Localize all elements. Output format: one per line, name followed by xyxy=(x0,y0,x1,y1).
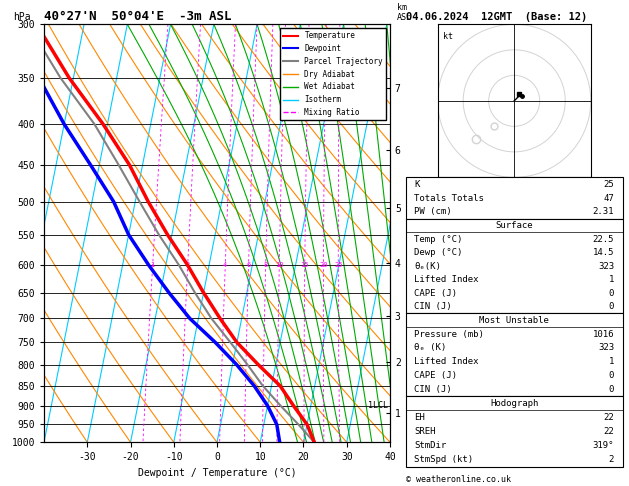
Text: 14.5: 14.5 xyxy=(593,248,614,257)
Legend: Temperature, Dewpoint, Parcel Trajectory, Dry Adiabat, Wet Adiabat, Isotherm, Mi: Temperature, Dewpoint, Parcel Trajectory… xyxy=(280,28,386,120)
Text: 0: 0 xyxy=(609,289,614,297)
Text: 40°27'N  50°04'E  -3m ASL: 40°27'N 50°04'E -3m ASL xyxy=(44,10,231,23)
Text: 25: 25 xyxy=(334,262,343,268)
Text: Pressure (mb): Pressure (mb) xyxy=(415,330,484,339)
Text: 8: 8 xyxy=(264,262,268,268)
Text: EH: EH xyxy=(415,413,425,422)
Text: θₑ (K): θₑ (K) xyxy=(415,344,447,352)
Text: CIN (J): CIN (J) xyxy=(415,385,452,394)
Text: CAPE (J): CAPE (J) xyxy=(415,289,457,297)
Text: 319°: 319° xyxy=(593,441,614,450)
Text: 323: 323 xyxy=(598,261,614,271)
Text: Totals Totals: Totals Totals xyxy=(415,193,484,203)
X-axis label: Dewpoint / Temperature (°C): Dewpoint / Temperature (°C) xyxy=(138,468,296,478)
Text: 4: 4 xyxy=(223,262,228,268)
Text: Surface: Surface xyxy=(496,221,533,230)
Text: Mixing Ratio (g/kg): Mixing Ratio (g/kg) xyxy=(418,186,426,281)
Text: 1: 1 xyxy=(150,262,155,268)
Text: StmDir: StmDir xyxy=(415,441,447,450)
Text: 20: 20 xyxy=(319,262,328,268)
Text: 0: 0 xyxy=(609,385,614,394)
Text: 0: 0 xyxy=(609,302,614,311)
Text: θₑ(K): θₑ(K) xyxy=(415,261,442,271)
Text: kt: kt xyxy=(443,32,453,41)
Text: 2: 2 xyxy=(186,262,190,268)
Text: 25: 25 xyxy=(603,180,614,189)
Text: 10: 10 xyxy=(275,262,284,268)
Text: Temp (°C): Temp (°C) xyxy=(415,235,463,243)
Text: SREH: SREH xyxy=(415,427,436,436)
Text: 1: 1 xyxy=(609,275,614,284)
Text: Most Unstable: Most Unstable xyxy=(479,316,549,325)
Text: Lifted Index: Lifted Index xyxy=(415,357,479,366)
Text: 1LCL: 1LCL xyxy=(368,401,388,410)
Text: K: K xyxy=(415,180,420,189)
Text: 22.5: 22.5 xyxy=(593,235,614,243)
Text: 22: 22 xyxy=(603,413,614,422)
Text: StmSpd (kt): StmSpd (kt) xyxy=(415,455,474,464)
Text: Hodograph: Hodograph xyxy=(490,399,538,408)
Text: hPa: hPa xyxy=(13,12,31,22)
Text: CIN (J): CIN (J) xyxy=(415,302,452,311)
Text: 2.31: 2.31 xyxy=(593,208,614,216)
Text: 1: 1 xyxy=(609,357,614,366)
Text: 15: 15 xyxy=(301,262,309,268)
Text: 323: 323 xyxy=(598,344,614,352)
Text: 6: 6 xyxy=(247,262,251,268)
Text: 0: 0 xyxy=(609,371,614,380)
Text: Dewp (°C): Dewp (°C) xyxy=(415,248,463,257)
Text: CAPE (J): CAPE (J) xyxy=(415,371,457,380)
Text: 47: 47 xyxy=(603,193,614,203)
Text: PW (cm): PW (cm) xyxy=(415,208,452,216)
Text: Lifted Index: Lifted Index xyxy=(415,275,479,284)
Text: 2: 2 xyxy=(609,455,614,464)
Text: 22: 22 xyxy=(603,427,614,436)
Text: km
ASL: km ASL xyxy=(397,3,412,22)
Text: © weatheronline.co.uk: © weatheronline.co.uk xyxy=(406,474,511,484)
Text: 1016: 1016 xyxy=(593,330,614,339)
Text: 04.06.2024  12GMT  (Base: 12): 04.06.2024 12GMT (Base: 12) xyxy=(406,12,587,22)
